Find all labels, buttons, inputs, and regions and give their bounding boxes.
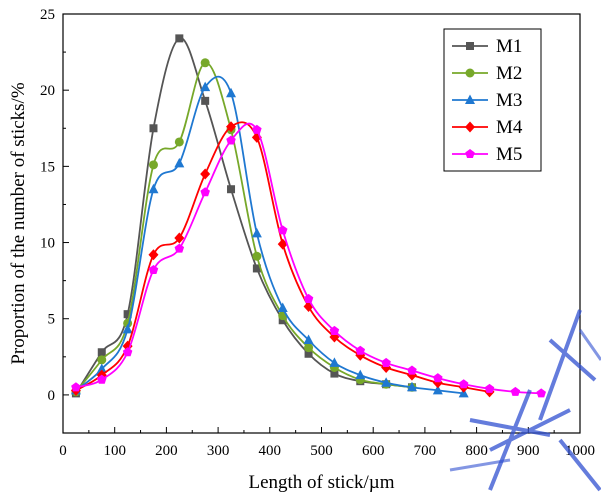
data-point	[174, 137, 184, 147]
data-point	[174, 232, 185, 244]
data-point	[406, 381, 417, 392]
legend-label: M4	[496, 117, 523, 138]
data-point	[304, 349, 313, 358]
data-point	[510, 386, 521, 396]
data-point	[407, 365, 417, 375]
series-m4	[70, 121, 495, 398]
data-point	[227, 185, 236, 194]
data-point	[71, 382, 81, 392]
series-line	[75, 37, 413, 394]
data-point	[252, 124, 262, 134]
data-point	[174, 243, 185, 253]
data-point	[465, 149, 475, 159]
legend-label: M2	[496, 63, 522, 84]
y-axis-title: Proportion of the number of sticks/%	[8, 82, 29, 364]
legend: M1 M2 M3 M4 M5	[443, 28, 542, 172]
y-tick-label: 20	[40, 83, 55, 99]
data-point	[148, 160, 158, 170]
data-point	[355, 345, 366, 355]
data-point	[122, 323, 133, 334]
data-point	[278, 316, 287, 325]
x-tick-label: 600	[362, 443, 385, 459]
data-point	[148, 249, 159, 261]
data-point	[148, 264, 159, 275]
y-tick-label: 25	[40, 7, 55, 23]
legend-item-m1: M1	[452, 36, 522, 57]
data-point	[122, 347, 133, 357]
series-line	[75, 61, 413, 393]
x-tick-label: 700	[414, 443, 437, 459]
legend-item-m3: M3	[452, 90, 522, 111]
data-point	[96, 363, 107, 374]
data-point	[277, 225, 288, 235]
y-axis: 0 5 10 15 20 25	[40, 7, 69, 404]
data-point	[466, 42, 474, 50]
legend-item-m4: M4	[452, 117, 523, 138]
data-point	[200, 168, 211, 180]
data-point	[303, 334, 314, 345]
data-point	[123, 310, 132, 319]
data-point	[174, 157, 185, 168]
y-tick-label: 5	[48, 312, 56, 328]
data-point	[465, 121, 475, 133]
data-point	[200, 58, 210, 68]
x-tick-label: 800	[465, 443, 488, 459]
data-point	[252, 251, 262, 261]
data-point	[329, 357, 340, 367]
data-point	[200, 187, 210, 197]
x-axis-title: Length of stick/µm	[248, 472, 394, 493]
data-point	[484, 383, 495, 393]
data-point	[432, 384, 443, 395]
x-axis: 0 100 200 300 400 500 600 700 800 900 1000	[59, 427, 595, 459]
data-point	[251, 227, 262, 238]
x-tick-label: 500	[310, 443, 333, 459]
x-tick-label: 100	[103, 443, 126, 459]
y-tick-label: 10	[40, 236, 55, 252]
data-point	[277, 302, 288, 313]
data-point	[252, 264, 261, 273]
data-point	[355, 369, 366, 380]
data-point	[97, 355, 107, 365]
data-point	[381, 377, 392, 387]
data-point	[200, 81, 211, 92]
data-point	[465, 68, 475, 78]
data-point	[175, 34, 184, 43]
y-tick-label: 15	[40, 159, 55, 175]
data-point	[226, 87, 237, 98]
data-point	[97, 374, 107, 384]
x-tick-label: 200	[155, 443, 178, 459]
legend-label: M3	[496, 90, 522, 111]
data-point	[303, 293, 314, 303]
data-point	[201, 96, 210, 105]
data-point	[458, 379, 469, 389]
data-point	[149, 124, 158, 133]
x-tick-label: 900	[517, 443, 540, 459]
legend-item-m2: M2	[452, 63, 522, 84]
y-tick-label: 0	[48, 388, 56, 404]
data-point	[536, 388, 546, 398]
x-tick-label: 300	[207, 443, 230, 459]
data-point	[226, 135, 236, 145]
legend-label: M1	[496, 36, 522, 57]
data-point	[465, 94, 475, 104]
x-tick-label: 400	[259, 443, 282, 459]
data-point	[381, 357, 391, 367]
data-point	[433, 373, 443, 383]
data-point	[148, 183, 159, 194]
series-m3	[70, 75, 469, 398]
legend-item-m5: M5	[452, 144, 522, 165]
legend-label: M5	[496, 144, 522, 165]
x-tick-label: 0	[59, 443, 67, 459]
series-line	[75, 75, 464, 395]
data-point	[330, 369, 339, 378]
data-point	[97, 348, 106, 357]
data-point	[329, 325, 340, 335]
data-point	[304, 343, 314, 353]
x-tick-label: 1000	[565, 443, 595, 459]
data-point	[226, 121, 237, 133]
